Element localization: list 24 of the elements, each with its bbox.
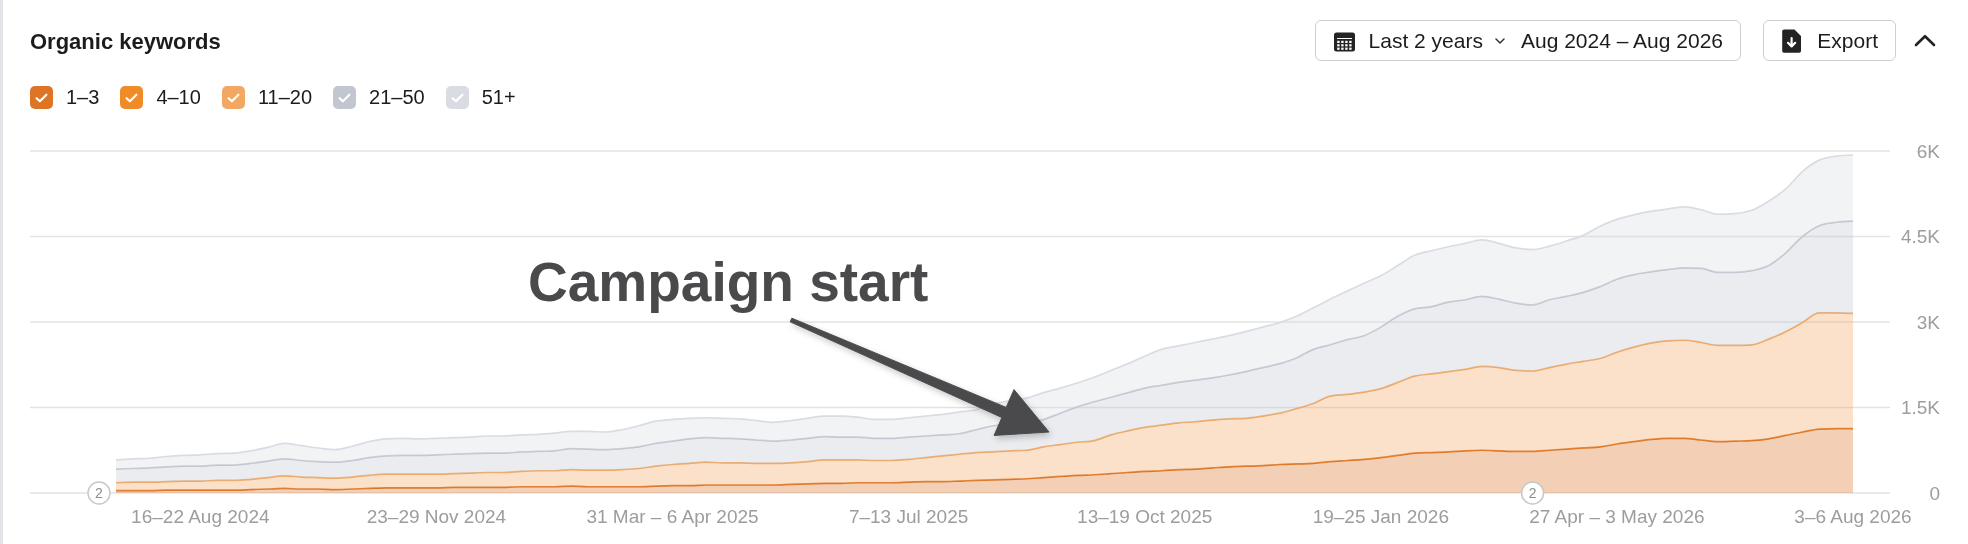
y-tick-label: 6K — [1916, 140, 1941, 162]
x-tick-label: 19–25 Jan 2026 — [1312, 506, 1449, 528]
y-tick-label: 1.5K — [1900, 397, 1941, 419]
export-button: Export — [1763, 20, 1896, 61]
y-tick-label: 4.5K — [1900, 226, 1941, 248]
x-tick-label: 27 Apr – 3 May 2026 — [1529, 506, 1705, 528]
legend-label: 11–20 — [257, 86, 313, 109]
x-tick-label: 13–19 Oct 2025 — [1077, 506, 1213, 528]
x-tick-label: 16–22 Aug 2024 — [131, 506, 270, 528]
x-tick-label: 7–13 Jul 2025 — [848, 506, 969, 528]
date-range-dropdown: Last 2 years Aug 2024 – Aug 2026 — [1314, 20, 1741, 61]
chart-title: Organic keywords — [30, 29, 221, 54]
legend-label: 1–3 — [66, 86, 100, 109]
y-tick-label: 0 — [1929, 482, 1940, 504]
y-tick-label: 3K — [1916, 311, 1941, 333]
annotation: 2 — [1528, 485, 1537, 502]
legend-label: 21–50 — [369, 86, 425, 109]
legend-label: 4–10 — [156, 86, 201, 109]
annotation: Campaign start — [528, 251, 929, 313]
x-tick-label: 31 Mar – 6 Apr 2025 — [586, 506, 759, 528]
x-tick-label: 23–29 Nov 2024 — [366, 506, 507, 528]
x-tick-label: 3–6 Aug 2026 — [1794, 506, 1912, 528]
text: 2 — [95, 485, 104, 502]
legend-label: 51+ — [481, 86, 516, 109]
